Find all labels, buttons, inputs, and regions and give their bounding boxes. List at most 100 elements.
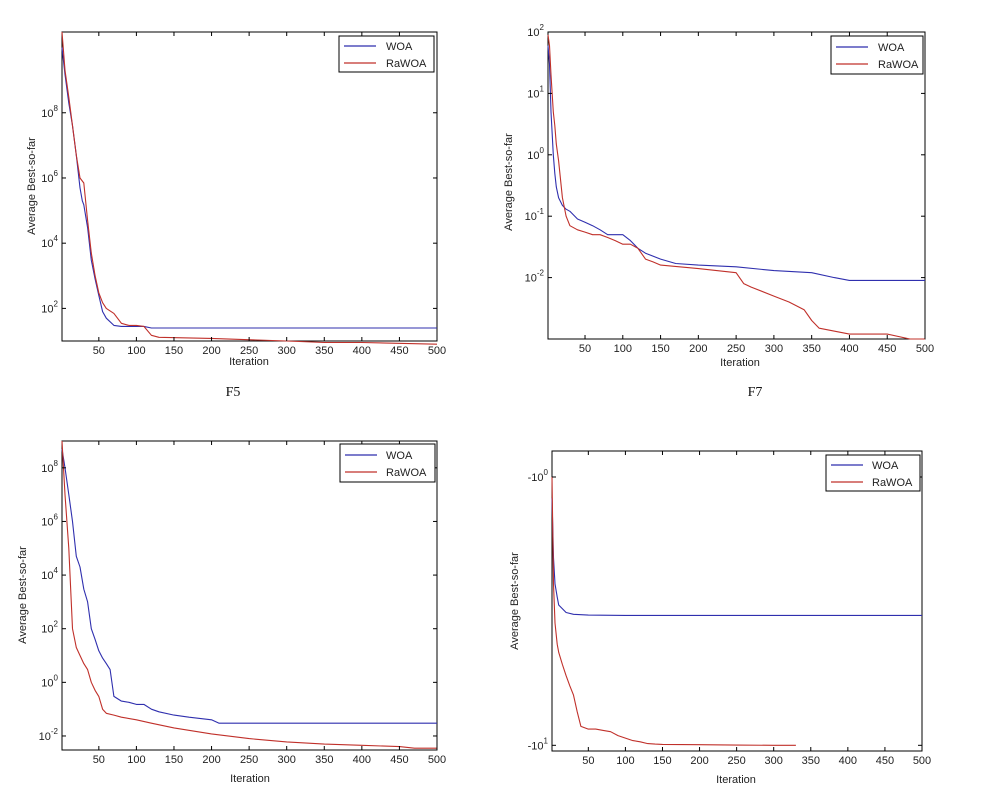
series-line-rawoa: [551, 476, 796, 746]
y-tick-base: 10: [41, 303, 53, 315]
x-axis-label: Iteration: [716, 774, 756, 786]
x-tick-label: 50: [582, 755, 594, 767]
x-tick-label: 100: [614, 343, 632, 355]
y-tick-exponent: 2: [54, 299, 59, 308]
x-tick-label: 450: [390, 345, 408, 357]
x-tick-label: 100: [616, 755, 634, 767]
y-tick-exponent: -2: [51, 727, 59, 736]
chart-top-left: 50 100 150 200 250 300 350 400 450 50010210410610…: [26, 31, 446, 368]
x-axis-label: Iteration: [229, 356, 269, 368]
y-tick-label: 100: [41, 673, 58, 689]
y-tick-exponent: 6: [54, 169, 59, 178]
x-tick-label: 200: [690, 755, 708, 767]
series-line-rawoa: [61, 440, 437, 749]
x-tick-label: 250: [240, 754, 258, 766]
y-tick-label: 102: [41, 620, 58, 636]
chart-top-right: 50 100 150 200 250 300 350 400 450 50010-210-1100…: [503, 23, 934, 369]
x-tick-label: 200: [202, 754, 220, 766]
x-tick-label: 150: [165, 345, 183, 357]
y-tick-exponent: 1: [544, 736, 549, 745]
y-tick-exponent: 8: [54, 104, 59, 113]
y-tick-label: 104: [41, 566, 58, 582]
y-tick-exponent: 6: [54, 512, 59, 521]
y-tick-label: 108: [41, 459, 58, 475]
x-axis-label: Iteration: [230, 773, 270, 785]
legend-label-rawoa: RaWOA: [386, 467, 427, 479]
y-tick-exponent: 4: [54, 566, 59, 575]
x-tick-label: 150: [651, 343, 669, 355]
y-tick-label: 102: [527, 23, 544, 39]
y-tick-exponent: 0: [54, 673, 59, 682]
x-tick-label: 400: [353, 345, 371, 357]
y-tick-label: 10-2: [39, 727, 59, 743]
y-tick-base: 10: [41, 677, 53, 689]
y-tick-exponent: -2: [537, 269, 545, 278]
y-tick-base: -10: [528, 472, 544, 484]
x-tick-label: 150: [165, 754, 183, 766]
y-tick-base: 10: [527, 88, 539, 100]
plot-frame: [61, 31, 438, 342]
y-tick-base: 10: [41, 173, 53, 185]
x-tick-label: 350: [802, 343, 820, 355]
y-tick-exponent: 1: [540, 84, 545, 93]
x-tick-label: 350: [315, 754, 333, 766]
y-tick-base: 10: [39, 731, 51, 743]
legend-label-woa: WOA: [386, 41, 413, 53]
legend-label-woa: WOA: [872, 460, 899, 472]
x-tick-label: 250: [727, 343, 745, 355]
x-tick-label: 300: [765, 755, 783, 767]
legend: WOA RaWOA: [825, 454, 921, 492]
x-tick-label: 450: [878, 343, 896, 355]
y-axis-label: Average Best-so-far: [26, 137, 38, 235]
y-tick-exponent: 8: [54, 459, 59, 468]
x-tick-label: 500: [428, 754, 446, 766]
x-tick-label: 500: [916, 343, 934, 355]
y-tick-label: 106: [41, 512, 58, 528]
y-tick-exponent: 0: [540, 146, 545, 155]
y-axis-label: Average Best-so-far: [17, 546, 29, 644]
y-tick-exponent: 4: [54, 234, 59, 243]
y-tick-label: 10-2: [525, 269, 545, 285]
x-tick-label: 450: [390, 754, 408, 766]
x-tick-label: 300: [765, 343, 783, 355]
legend: WOA RaWOA: [339, 443, 436, 483]
chart-bottom-left: 50 100 150 200 250 300 350 400 450 50010-21001021…: [17, 440, 446, 785]
chart-bottom-right: 50 100 150 200 250 300 350 400 450 500-100-101 It…: [509, 450, 931, 786]
x-tick-label: 300: [278, 754, 296, 766]
x-tick-label: 100: [127, 754, 145, 766]
y-tick-base: 10: [41, 108, 53, 120]
x-tick-label: 500: [913, 755, 931, 767]
x-tick-label: 100: [127, 345, 145, 357]
series-line-woa: [547, 45, 925, 281]
x-tick-label: 450: [876, 755, 894, 767]
y-tick-base: 10: [525, 273, 537, 285]
x-tick-label: 300: [278, 345, 296, 357]
legend-label-rawoa: RaWOA: [878, 59, 919, 71]
y-tick-base: 10: [41, 570, 53, 582]
legend: WOA RaWOA: [338, 35, 435, 73]
y-tick-label: 106: [41, 169, 58, 185]
y-tick-base: 10: [525, 211, 537, 223]
y-tick-label: 101: [527, 84, 544, 100]
y-tick-label: 108: [41, 104, 58, 120]
plot-frame: [547, 31, 926, 340]
y-tick-exponent: 0: [544, 468, 549, 477]
plot-frame: [551, 450, 923, 752]
x-tick-label: 50: [93, 345, 105, 357]
y-tick-base: -10: [528, 740, 544, 752]
x-tick-label: 250: [727, 755, 745, 767]
y-tick-label: -101: [528, 736, 549, 752]
x-axis-label: Iteration: [720, 357, 760, 369]
x-tick-label: 400: [839, 755, 857, 767]
x-tick-label: 50: [93, 754, 105, 766]
y-tick-label: -100: [528, 468, 549, 484]
x-tick-label: 350: [802, 755, 820, 767]
legend-label-rawoa: RaWOA: [386, 58, 427, 70]
series-line-rawoa: [547, 34, 925, 340]
x-tick-label: 350: [315, 345, 333, 357]
legend-label-rawoa: RaWOA: [872, 477, 913, 489]
y-tick-label: 100: [527, 146, 544, 162]
series-line-rawoa: [61, 31, 438, 345]
caption-f7: F7: [747, 385, 763, 400]
y-tick-base: 10: [527, 27, 539, 39]
